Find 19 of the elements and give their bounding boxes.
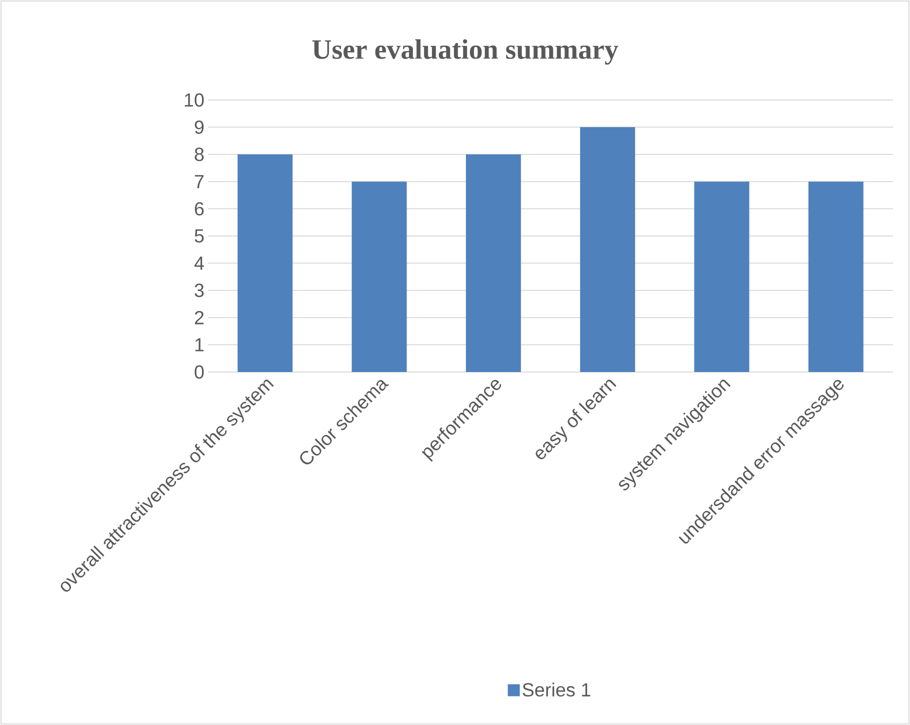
chart-title: User evaluation summary <box>312 39 618 65</box>
y-tick-label: 1 <box>195 338 204 352</box>
bar <box>466 154 521 372</box>
y-tick-label: 4 <box>194 256 204 270</box>
legend-label: Series 1 <box>522 682 590 697</box>
bar <box>352 182 407 372</box>
y-tick-label: 2 <box>194 310 204 324</box>
bar <box>694 182 750 372</box>
bar <box>808 182 864 372</box>
y-tick-label: 8 <box>194 148 204 162</box>
y-tick-label: 7 <box>194 175 204 188</box>
y-tick-label: 10 <box>184 93 204 107</box>
y-tick-label: 0 <box>194 365 204 379</box>
y-tick-label: 5 <box>194 229 204 243</box>
y-tick-label: 9 <box>194 120 204 134</box>
y-tick-label: 3 <box>194 284 204 298</box>
y-tick-label: 6 <box>194 202 204 216</box>
bar <box>238 154 293 372</box>
bar <box>580 127 636 372</box>
